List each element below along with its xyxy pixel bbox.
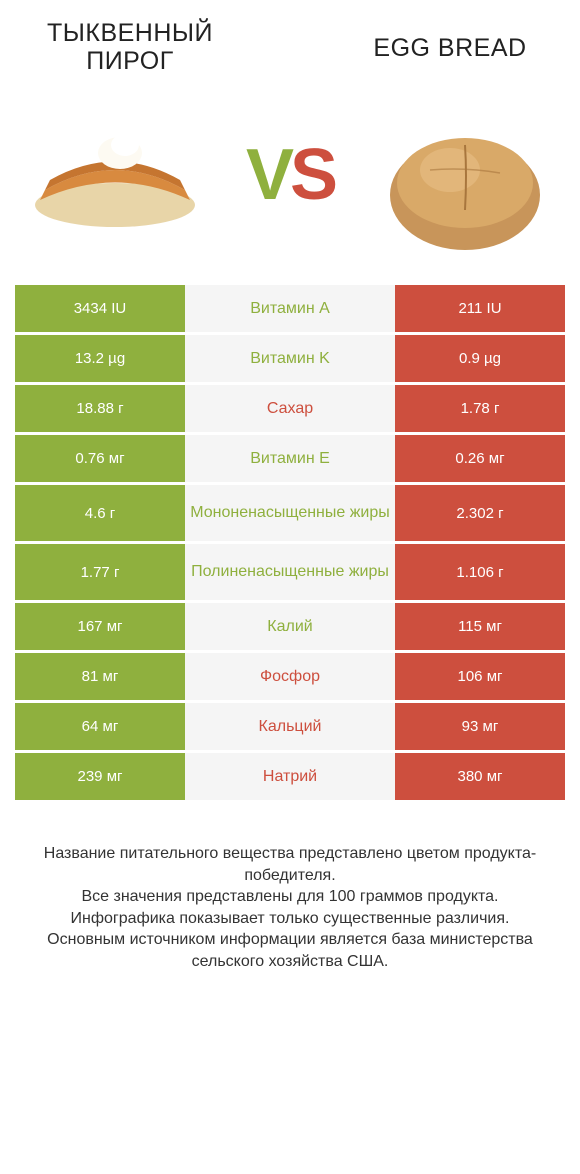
images-row: VS — [0, 75, 580, 285]
nutrient-label: Витамин E — [185, 435, 395, 482]
right-food-title: EGG BREAD — [350, 20, 550, 63]
header: ТЫКВЕННЫЙ ПИРОГ EGG BREAD — [0, 0, 580, 75]
table-row: 13.2 µgВитамин K0.9 µg — [15, 335, 565, 382]
right-value: 0.26 мг — [395, 435, 565, 482]
right-value: 2.302 г — [395, 485, 565, 541]
right-value: 106 мг — [395, 653, 565, 700]
table-row: 167 мгКалий115 мг — [15, 603, 565, 650]
table-row: 4.6 гМононенасыщенные жиры2.302 г — [15, 485, 565, 541]
nutrient-label: Фосфор — [185, 653, 395, 700]
nutrient-label: Витамин A — [185, 285, 395, 332]
right-value: 0.9 µg — [395, 335, 565, 382]
left-value: 239 мг — [15, 753, 185, 800]
left-value: 81 мг — [15, 653, 185, 700]
nutrient-label: Мононенасыщенные жиры — [185, 485, 395, 541]
left-value: 64 мг — [15, 703, 185, 750]
table-row: 18.88 гСахар1.78 г — [15, 385, 565, 432]
egg-bread-image — [375, 95, 555, 255]
table-row: 1.77 гПолиненасыщенные жиры1.106 г — [15, 544, 565, 600]
pumpkin-pie-image — [25, 95, 205, 255]
table-row: 81 мгФосфор106 мг — [15, 653, 565, 700]
nutrient-label: Полиненасыщенные жиры — [185, 544, 395, 600]
vs-label: VS — [246, 134, 334, 216]
table-row: 0.76 мгВитамин E0.26 мг — [15, 435, 565, 482]
vs-v: V — [246, 135, 290, 215]
left-value: 1.77 г — [15, 544, 185, 600]
table-row: 3434 IUВитамин A211 IU — [15, 285, 565, 332]
vs-s: S — [290, 135, 334, 215]
right-value: 211 IU — [395, 285, 565, 332]
left-value: 18.88 г — [15, 385, 185, 432]
comparison-table: 3434 IUВитамин A211 IU13.2 µgВитамин K0.… — [0, 285, 580, 800]
left-value: 0.76 мг — [15, 435, 185, 482]
nutrient-label: Калий — [185, 603, 395, 650]
footer-line: Все значения представлены для 100 граммо… — [20, 886, 560, 908]
right-value: 380 мг — [395, 753, 565, 800]
footer-line: Название питательного вещества представл… — [20, 843, 560, 886]
table-row: 239 мгНатрий380 мг — [15, 753, 565, 800]
table-row: 64 мгКальций93 мг — [15, 703, 565, 750]
left-value: 4.6 г — [15, 485, 185, 541]
footer-line: Основным источником информации является … — [20, 929, 560, 972]
nutrient-label: Натрий — [185, 753, 395, 800]
nutrient-label: Сахар — [185, 385, 395, 432]
left-food-title: ТЫКВЕННЫЙ ПИРОГ — [30, 20, 230, 75]
left-value: 3434 IU — [15, 285, 185, 332]
right-value: 115 мг — [395, 603, 565, 650]
left-value: 167 мг — [15, 603, 185, 650]
nutrient-label: Витамин K — [185, 335, 395, 382]
right-value: 1.78 г — [395, 385, 565, 432]
right-value: 1.106 г — [395, 544, 565, 600]
right-value: 93 мг — [395, 703, 565, 750]
nutrient-label: Кальций — [185, 703, 395, 750]
footer-line: Инфографика показывает только существенн… — [20, 908, 560, 930]
footer-notes: Название питательного вещества представл… — [0, 803, 580, 973]
left-value: 13.2 µg — [15, 335, 185, 382]
